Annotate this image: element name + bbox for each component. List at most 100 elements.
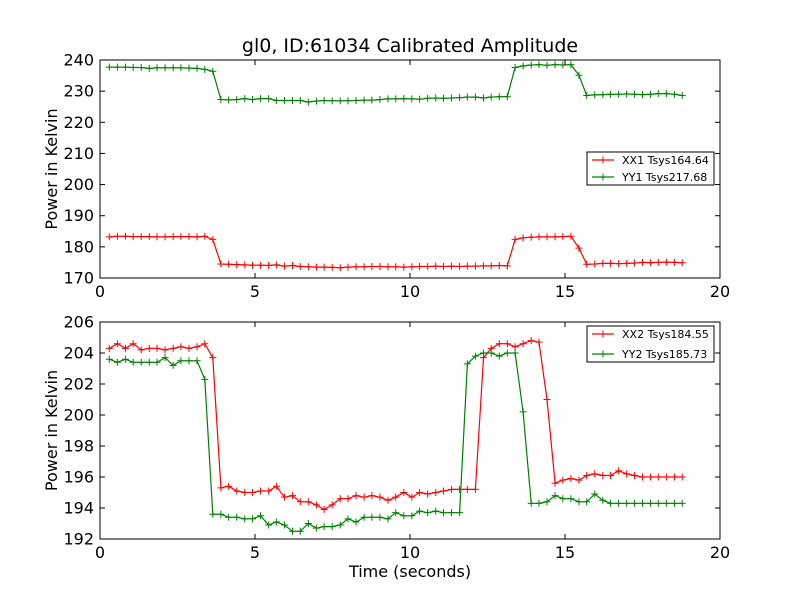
data-point [599, 471, 607, 479]
data-point [344, 495, 352, 503]
data-point [463, 262, 471, 270]
y-tick-label: 202 [63, 375, 94, 394]
data-point [241, 489, 249, 496]
data-point [249, 261, 257, 269]
y-tick-label: 220 [63, 113, 94, 132]
data-point [352, 263, 360, 271]
data-point [217, 510, 225, 518]
data-point [471, 93, 479, 101]
data-point [575, 476, 583, 484]
data-point [145, 64, 153, 72]
data-point [121, 63, 129, 71]
data-point [495, 352, 503, 360]
data-point [503, 93, 511, 101]
data-point [280, 96, 288, 104]
data-point [105, 355, 113, 363]
data-point [503, 349, 511, 357]
data-point [567, 61, 575, 69]
data-point [225, 482, 233, 490]
data-point [233, 487, 241, 495]
data-point [408, 95, 416, 103]
data-point [113, 358, 121, 366]
data-point [630, 259, 638, 267]
data-point [495, 93, 503, 101]
x-tick-label: 0 [95, 543, 105, 562]
data-point [169, 344, 177, 352]
data-point [368, 96, 376, 104]
data-point [607, 471, 615, 479]
data-point [121, 355, 129, 363]
data-point [607, 259, 615, 267]
data-point [432, 262, 440, 270]
data-point [113, 232, 121, 240]
data-point [161, 354, 169, 362]
data-point [551, 61, 559, 69]
data-point [328, 523, 336, 531]
data-point [630, 471, 638, 479]
data-point [336, 97, 344, 105]
data-point [368, 262, 376, 270]
data-point [344, 263, 352, 271]
data-point [519, 62, 527, 70]
data-point [647, 259, 655, 267]
data-point [265, 262, 273, 270]
data-point [201, 375, 209, 383]
data-point [360, 96, 368, 104]
data-point [185, 357, 193, 365]
data-point [439, 94, 447, 102]
data-point [535, 233, 543, 241]
data-point [233, 261, 241, 269]
data-point [487, 349, 495, 357]
data-point [535, 61, 543, 69]
data-point [384, 496, 392, 504]
data-point [320, 263, 328, 271]
legend-marker [599, 350, 607, 358]
data-point [448, 509, 456, 517]
data-point [559, 476, 567, 484]
data-point [591, 490, 599, 498]
data-point [662, 473, 670, 481]
data-point [304, 498, 312, 506]
data-point [400, 512, 408, 520]
data-point [153, 64, 161, 72]
data-point [352, 518, 360, 526]
data-point [408, 263, 416, 271]
data-point [201, 340, 209, 348]
data-point [296, 498, 304, 506]
data-point [599, 259, 607, 267]
data-point [209, 510, 217, 518]
data-point [201, 65, 209, 73]
data-point [583, 498, 591, 506]
data-point [527, 337, 535, 345]
data-point [503, 340, 511, 348]
data-point [169, 233, 177, 241]
data-point [312, 263, 320, 271]
data-point [487, 262, 495, 270]
data-point [153, 358, 161, 366]
data-point [670, 258, 678, 266]
data-point [304, 520, 312, 527]
y-tick-label: 210 [63, 144, 94, 163]
data-point [471, 485, 479, 493]
data-point [185, 64, 193, 72]
series-2 [105, 61, 686, 106]
data-point [535, 499, 543, 507]
data-point [257, 95, 265, 103]
data-point [567, 495, 575, 503]
data-point [352, 492, 360, 500]
data-point [153, 344, 161, 352]
data-point [463, 93, 471, 101]
y-tick-label: 180 [63, 237, 94, 256]
x-tick-label: 10 [400, 282, 420, 301]
data-point [280, 493, 288, 501]
data-point [328, 501, 336, 509]
data-point [456, 509, 464, 517]
y-axis-label: Power in Kelvin [42, 370, 61, 491]
data-point [265, 95, 273, 103]
data-point [113, 63, 121, 71]
data-point [265, 521, 273, 529]
data-point [432, 94, 440, 102]
data-point [257, 487, 265, 495]
data-point [328, 97, 336, 105]
data-point [272, 261, 280, 269]
